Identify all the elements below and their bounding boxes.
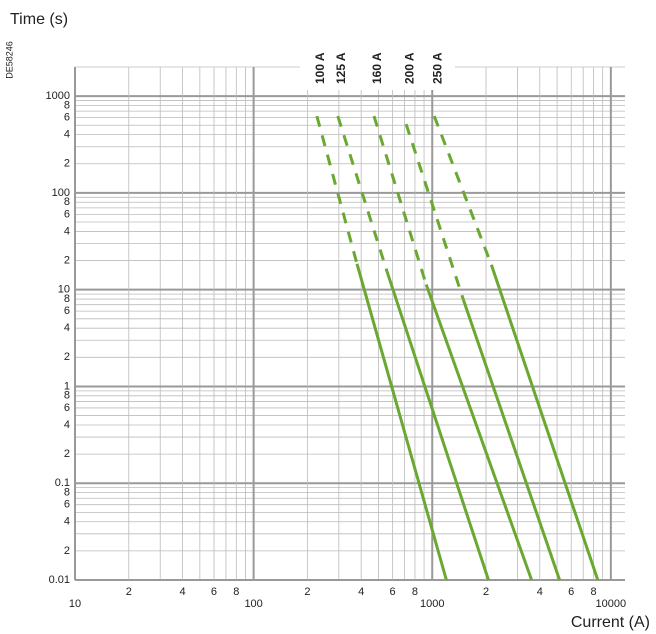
y-tick-label: 6 — [64, 112, 70, 124]
y-tick-label: 1 — [64, 380, 70, 392]
series-label: 100 A — [313, 52, 327, 84]
y-tick-label: 2 — [64, 448, 70, 460]
y-tick-label: 2 — [64, 351, 70, 363]
x-tick-label: 2 — [483, 586, 489, 598]
figure-code: DE58246 — [4, 41, 14, 79]
curve-segment — [372, 115, 428, 285]
series-label: 125 A — [334, 52, 348, 84]
x-tick-label: 2 — [126, 586, 132, 598]
x-tick-label: 4 — [358, 586, 364, 598]
x-tick-label: 1000 — [420, 598, 444, 610]
x-tick-label: 10 — [69, 598, 81, 610]
series-label: 160 A — [370, 52, 384, 84]
x-tick-label: 100 — [244, 598, 262, 610]
y-tick-label: 100 — [52, 187, 70, 199]
y-tick-label: 4 — [64, 322, 70, 334]
y-tick-label: 4 — [64, 516, 70, 528]
curve-segment — [336, 115, 389, 273]
y-tick-label: 10 — [58, 284, 70, 296]
label-band — [300, 66, 455, 90]
y-tick-label: 8 — [64, 487, 70, 499]
x-tick-label: 6 — [390, 586, 396, 598]
y-tick-label: 0.01 — [49, 574, 70, 586]
y-tick-label: 2 — [64, 158, 70, 170]
x-axis-label: Current (A) — [571, 614, 650, 631]
y-tick-label: 8 — [64, 293, 70, 305]
y-tick-label: 6 — [64, 208, 70, 220]
series-label: 200 A — [402, 52, 416, 84]
x-tick-label: 4 — [537, 586, 543, 598]
x-tick-label: 10000 — [596, 598, 627, 610]
x-tick-label: 8 — [233, 586, 239, 598]
x-tick-label: 2 — [304, 586, 310, 598]
curve-segment — [385, 271, 490, 581]
x-tick-label: 8 — [412, 586, 418, 598]
curve-segment — [404, 123, 465, 301]
y-tick-label: 2 — [64, 254, 70, 266]
y-tick-label: 2 — [64, 545, 70, 557]
y-tick-label: 0.1 — [55, 477, 70, 489]
series-label: 250 A — [430, 52, 444, 84]
curve-segment — [489, 264, 600, 581]
y-tick-label: 6 — [64, 402, 70, 414]
curve-segment — [315, 115, 359, 265]
curve-segment — [461, 299, 562, 581]
y-tick-label: 6 — [64, 499, 70, 511]
y-axis-label: Time (s) — [10, 11, 68, 28]
x-tick-label: 4 — [179, 586, 185, 598]
x-tick-label: 8 — [590, 586, 596, 598]
y-tick-label: 4 — [64, 419, 70, 431]
x-tick-label: 6 — [211, 586, 217, 598]
y-tick-label: 8 — [64, 196, 70, 208]
curve-segment — [432, 115, 493, 266]
y-tick-label: 4 — [64, 225, 70, 237]
curve-segment — [424, 284, 534, 581]
y-tick-label: 1000 — [46, 90, 70, 102]
y-tick-label: 8 — [64, 99, 70, 111]
y-tick-label: 8 — [64, 390, 70, 402]
y-tick-label: 6 — [64, 305, 70, 317]
x-tick-label: 6 — [568, 586, 574, 598]
curve-segment — [355, 263, 448, 581]
y-tick-label: 4 — [64, 129, 70, 141]
